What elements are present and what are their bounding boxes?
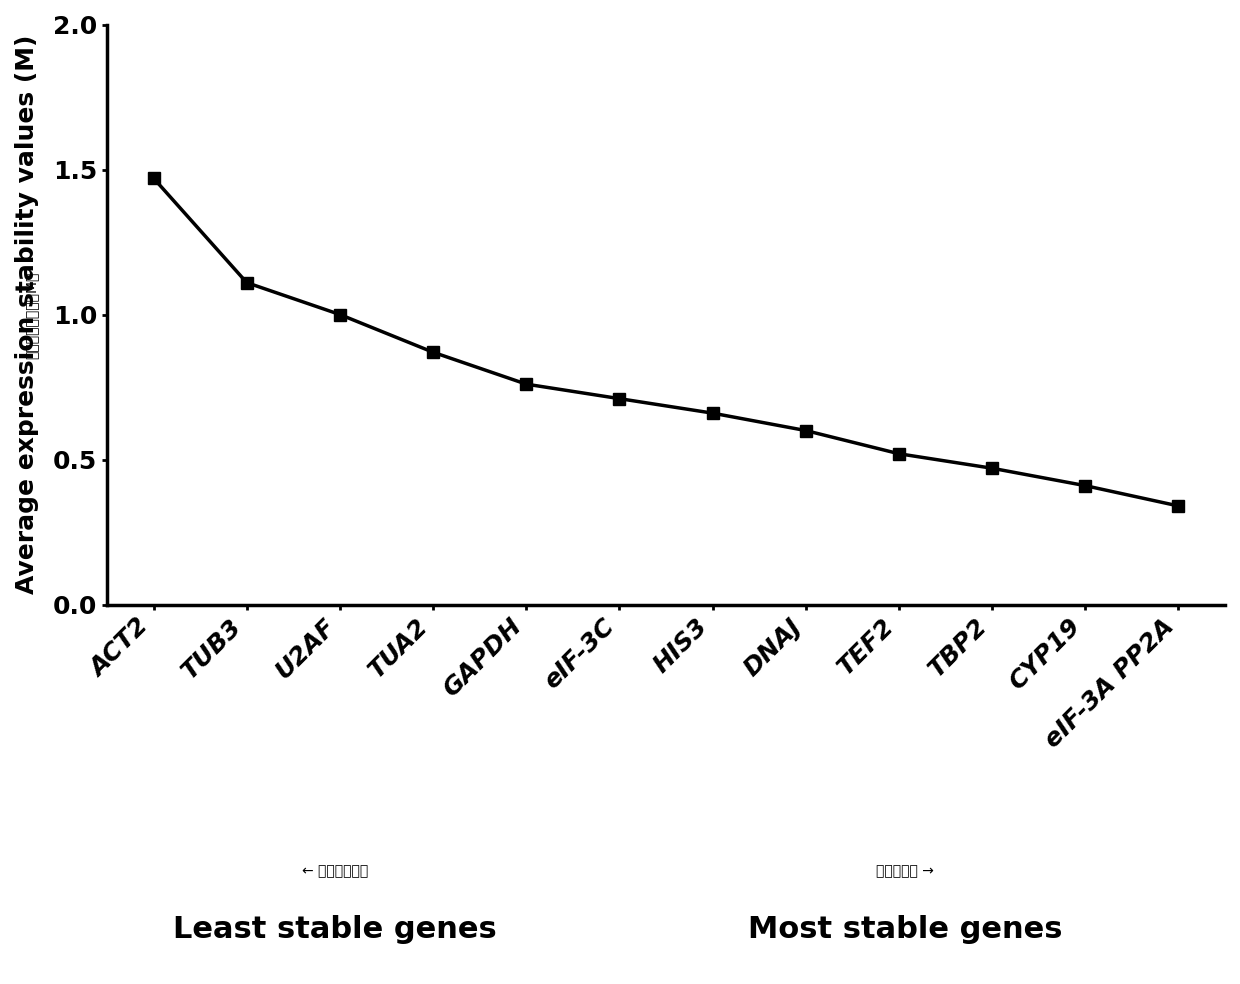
Text: 平均表达稳定値（M）: 平均表达稳定値（M） (24, 272, 38, 358)
Y-axis label: Average expression stability values (M): Average expression stability values (M) (15, 34, 38, 594)
Text: Least stable genes: Least stable genes (172, 915, 497, 945)
Text: Most stable genes: Most stable genes (748, 915, 1063, 945)
Text: ← 最不稳定基因: ← 最不稳定基因 (301, 864, 368, 878)
Text: 最稳定基因 →: 最稳定基因 → (877, 864, 934, 878)
